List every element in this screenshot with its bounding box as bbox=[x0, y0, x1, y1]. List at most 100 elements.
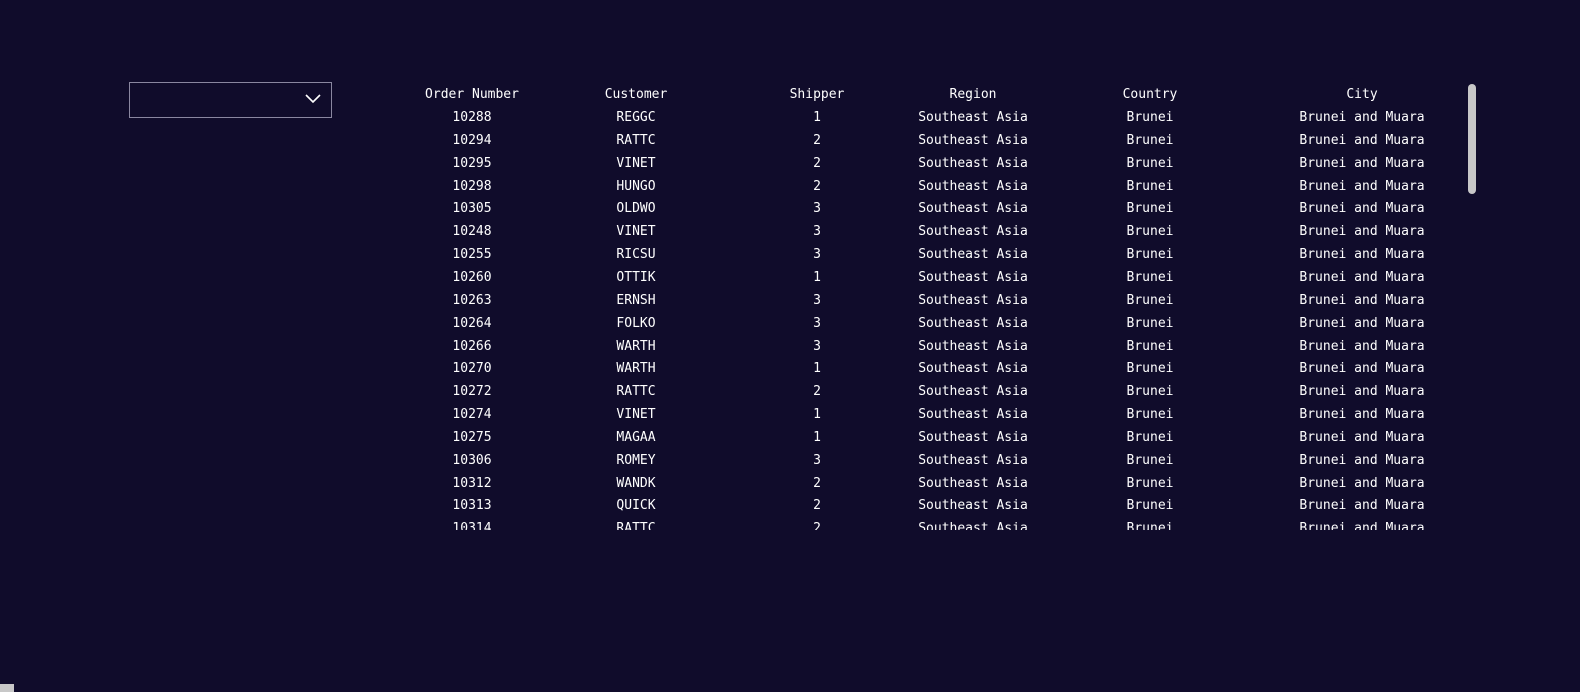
table-cell: Southeast Asia bbox=[918, 178, 1028, 194]
table-cell: Southeast Asia bbox=[918, 475, 1028, 491]
table-cell: Brunei bbox=[1126, 315, 1174, 331]
table-cell: MAGAA bbox=[616, 429, 656, 445]
table-cell: 10288 bbox=[452, 110, 492, 125]
table-cell: 10275 bbox=[452, 429, 492, 445]
table-cell: 10298 bbox=[452, 178, 492, 194]
table-cell: Brunei bbox=[1126, 384, 1174, 400]
table-cell: Southeast Asia bbox=[918, 224, 1028, 240]
table-cell: WARTH bbox=[616, 361, 656, 377]
table-cell: 3 bbox=[813, 247, 821, 263]
table-cell: Southeast Asia bbox=[918, 521, 1028, 530]
table-cell: Southeast Asia bbox=[918, 155, 1028, 171]
table-cell: RATTC bbox=[616, 132, 656, 148]
table-cell: 10270 bbox=[452, 361, 492, 377]
table-cell: Brunei bbox=[1126, 292, 1174, 308]
table-cell: Brunei and Muara bbox=[1299, 521, 1425, 530]
table-cell: RATTC bbox=[616, 384, 656, 400]
column-header: Order Number bbox=[425, 87, 519, 102]
table-cell: Brunei bbox=[1126, 155, 1174, 171]
table-cell: VINET bbox=[616, 224, 656, 240]
table-cell: Southeast Asia bbox=[918, 498, 1028, 514]
corner-block bbox=[0, 684, 14, 692]
table-cell: 3 bbox=[813, 201, 821, 217]
table-cell: 10313 bbox=[452, 498, 492, 514]
table-cell: 2 bbox=[813, 132, 821, 148]
table-cell: FOLKO bbox=[616, 315, 656, 331]
table-cell: Brunei bbox=[1126, 224, 1174, 240]
dropdown-arrow bbox=[305, 94, 321, 104]
table-cell: Brunei and Muara bbox=[1299, 155, 1425, 171]
table-cell: Southeast Asia bbox=[918, 429, 1028, 445]
table-cell: Brunei and Muara bbox=[1299, 407, 1425, 423]
table-cell: RICSU bbox=[616, 247, 656, 263]
table-cell: Brunei and Muara bbox=[1299, 178, 1425, 194]
data-table: Order Number Customer Shipper Region Country… bbox=[380, 84, 1465, 530]
table-cell: Brunei bbox=[1126, 247, 1174, 263]
table-cell: 10266 bbox=[452, 338, 492, 354]
table-cell: 10263 bbox=[452, 292, 492, 308]
table-cell: 3 bbox=[813, 452, 821, 468]
table-cell: 10248 bbox=[452, 224, 492, 240]
table-cell: Brunei bbox=[1126, 178, 1174, 194]
table-cell: 10312 bbox=[452, 475, 492, 491]
table-cell: 10255 bbox=[452, 247, 492, 263]
table-cell: ERNSH bbox=[616, 292, 656, 308]
table-cell: 1 bbox=[813, 407, 821, 423]
table-cell: Brunei bbox=[1126, 475, 1174, 491]
table-cell: 1 bbox=[813, 429, 821, 445]
table-cell: Brunei and Muara bbox=[1299, 384, 1425, 400]
table-cell: 3 bbox=[813, 224, 821, 240]
table-cell: 2 bbox=[813, 155, 821, 171]
column-header: Country bbox=[1122, 87, 1178, 102]
table-cell: Brunei bbox=[1126, 521, 1174, 530]
column-header: City bbox=[1346, 87, 1378, 102]
table-cell: 1 bbox=[813, 269, 821, 285]
table-cell: 10295 bbox=[452, 155, 492, 171]
table-cell: Brunei bbox=[1126, 407, 1174, 423]
table-cell: Brunei and Muara bbox=[1299, 338, 1425, 354]
table-cell: Brunei and Muara bbox=[1299, 132, 1425, 148]
table-cell: QUICK bbox=[616, 498, 656, 514]
table-cell: ROMEY bbox=[616, 452, 656, 468]
table-cell: WANDK bbox=[616, 475, 656, 491]
column-header: Customer bbox=[604, 87, 668, 102]
table-cell: Southeast Asia bbox=[918, 132, 1028, 148]
table-cell: Southeast Asia bbox=[918, 315, 1028, 331]
table-cell: Southeast Asia bbox=[918, 452, 1028, 468]
table-cell: 10274 bbox=[452, 407, 492, 423]
table-cell: 2 bbox=[813, 498, 821, 514]
table-cell: 1 bbox=[813, 110, 821, 125]
column-header: Shipper bbox=[789, 87, 845, 102]
table-cell: Brunei bbox=[1126, 269, 1174, 285]
table-cell: OLDWO bbox=[616, 201, 656, 217]
table-cell: Southeast Asia bbox=[918, 384, 1028, 400]
table-cell: HUNGO bbox=[616, 178, 656, 194]
table-cell: Brunei bbox=[1126, 361, 1174, 377]
table-cell: Brunei and Muara bbox=[1299, 361, 1425, 377]
table-cell: Brunei and Muara bbox=[1299, 247, 1425, 263]
table-cell: 3 bbox=[813, 292, 821, 308]
table-cell: Brunei and Muara bbox=[1299, 429, 1425, 445]
table-cell: 2 bbox=[813, 475, 821, 491]
table-cell: Brunei and Muara bbox=[1299, 224, 1425, 240]
table-cell: 10260 bbox=[452, 269, 492, 285]
table-cell: 10306 bbox=[452, 452, 492, 468]
table-cell: Brunei and Muara bbox=[1299, 315, 1425, 331]
table-cell: 2 bbox=[813, 384, 821, 400]
table-cell: Southeast Asia bbox=[918, 110, 1028, 125]
table-cell: Southeast Asia bbox=[918, 361, 1028, 377]
table-cell: Brunei bbox=[1126, 452, 1174, 468]
table-cell: 10314 bbox=[452, 521, 492, 530]
table-cell: Brunei and Muara bbox=[1299, 498, 1425, 514]
table-cell: Brunei and Muara bbox=[1299, 269, 1425, 285]
dropdown[interactable] bbox=[129, 82, 332, 118]
scrollbar[interactable] bbox=[1468, 84, 1476, 194]
table-cell: 2 bbox=[813, 521, 821, 530]
table-cell: Southeast Asia bbox=[918, 269, 1028, 285]
table-cell: 1 bbox=[813, 361, 821, 377]
table-cell: 10264 bbox=[452, 315, 492, 331]
table-cell: Brunei and Muara bbox=[1299, 201, 1425, 217]
table-cell: Southeast Asia bbox=[918, 292, 1028, 308]
table-cell: Southeast Asia bbox=[918, 338, 1028, 354]
